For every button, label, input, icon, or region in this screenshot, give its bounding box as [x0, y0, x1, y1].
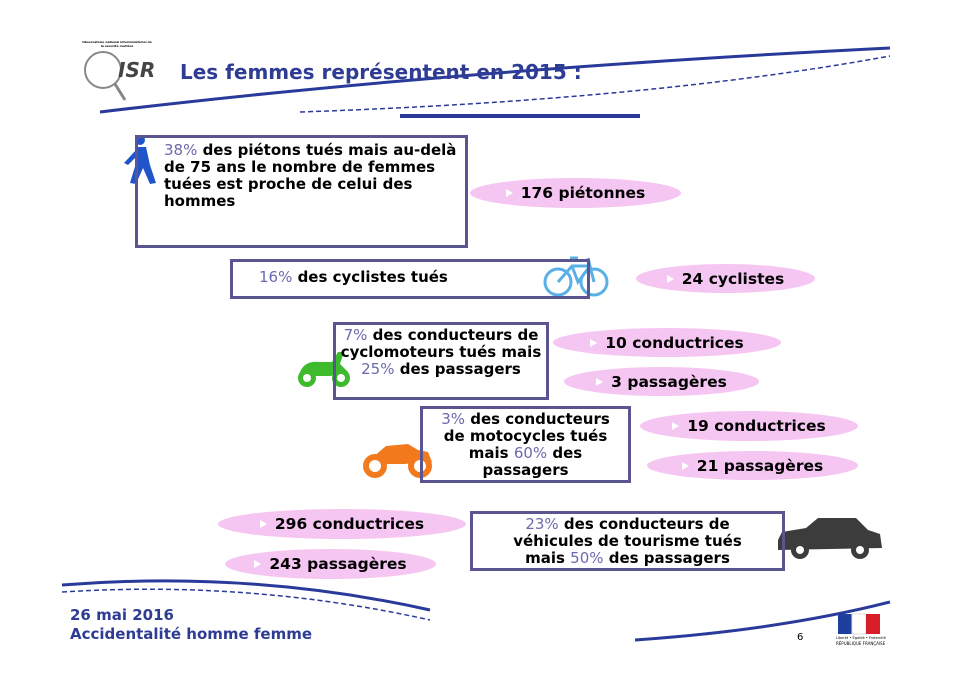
pill-text: 243 passagères	[269, 555, 407, 573]
stat-text: des conducteurs de cyclomoteurs tués mai…	[340, 326, 542, 361]
percent: 3%	[441, 410, 465, 428]
flag-white	[851, 613, 867, 635]
logo-caption: Observatoire national interministériel d…	[82, 40, 152, 48]
moped-icon	[298, 352, 350, 387]
republic: République Française	[836, 641, 886, 646]
percent: 23%	[525, 515, 559, 533]
pill: 176 piétonnes	[470, 178, 681, 208]
percent: 16%	[259, 268, 293, 286]
bicycle-icon	[543, 256, 609, 297]
stat-text: des passagers	[394, 360, 521, 378]
stat-text: des passagers	[482, 444, 583, 479]
stat-box: 16% des cyclistes tués	[230, 259, 590, 299]
page-number: 6	[797, 632, 804, 643]
swoosh	[99, 46, 891, 114]
bullet-arrow	[666, 274, 674, 283]
pill: 3 passagères	[564, 367, 759, 396]
bullet-arrow	[505, 189, 513, 197]
pill: 19 conductrices	[640, 411, 858, 441]
percent: 7%	[343, 326, 368, 344]
bullet-arrow	[254, 560, 262, 568]
bullet-arrow	[259, 520, 267, 528]
stat-box: 7% des conducteurs de cyclomoteurs tués …	[333, 322, 549, 400]
swoosh	[634, 600, 891, 642]
pill-text: 21 passagères	[696, 456, 824, 475]
stat-text: des conducteurs de motocycles tués mais	[443, 410, 610, 462]
pill-text: 10 conductrices	[605, 333, 744, 352]
bullet-arrow	[596, 377, 604, 386]
pill-text: 19 conductrices	[687, 417, 826, 435]
pill: 243 passagères	[225, 549, 436, 579]
stat-text: des passagers	[603, 549, 730, 567]
swoosh	[61, 579, 431, 612]
footer-date: 26 mai 2016	[70, 606, 174, 624]
flag-blue	[838, 614, 852, 634]
pill: 10 conductrices	[553, 328, 781, 357]
stat-text: des cyclistes tués	[292, 268, 448, 286]
pill: 24 cyclistes	[636, 264, 815, 293]
stat-text: des conducteurs de véhicules de tourisme…	[513, 515, 742, 567]
percent: 60%	[513, 444, 548, 462]
percent: 38%	[164, 141, 198, 159]
pill-text: 176 piétonnes	[520, 184, 646, 202]
flag-red	[866, 614, 880, 634]
slide-title: Les femmes représentent en 2015 :	[180, 60, 582, 84]
pill-text: 3 passagères	[611, 372, 727, 391]
stat-text: des piétons tués mais au-delà de 75 ans …	[164, 141, 457, 210]
bullet-arrow	[681, 461, 689, 470]
pill: 296 conductrices	[218, 509, 466, 539]
motto: Liberté • Égalité • Fraternité	[836, 636, 886, 640]
logo-text: ISR	[118, 58, 156, 82]
logo-handle	[113, 83, 127, 101]
stat-box: 38% des piétons tués mais au-delà de 75 …	[135, 135, 468, 248]
footer-subject: Accidentalité homme femme	[70, 625, 313, 643]
pill: 21 passagères	[647, 451, 858, 480]
car-icon	[778, 518, 882, 559]
percent: 25%	[361, 360, 395, 378]
pill-text: 296 conductrices	[274, 515, 425, 533]
pill-text: 24 cyclistes	[681, 269, 785, 288]
logo-lens	[84, 51, 122, 89]
bullet-arrow	[590, 338, 598, 347]
percent: 50%	[570, 549, 604, 567]
swoosh	[61, 588, 431, 621]
swoosh	[299, 55, 891, 113]
stat-box: 23% des conducteurs de véhicules de tour…	[470, 511, 785, 571]
bullet-arrow	[672, 422, 680, 430]
stat-box: 3% des conducteurs de motocycles tués ma…	[420, 406, 631, 483]
